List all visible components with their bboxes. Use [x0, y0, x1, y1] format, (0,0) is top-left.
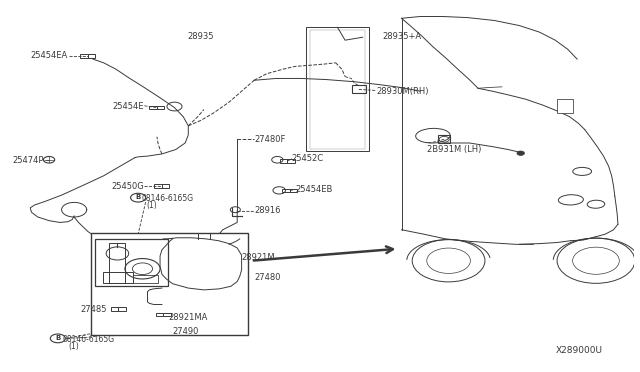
Circle shape — [131, 193, 146, 202]
Circle shape — [51, 334, 65, 343]
Bar — [103, 272, 133, 283]
Bar — [95, 239, 168, 286]
Bar — [133, 275, 158, 283]
Text: 28930M(RH): 28930M(RH) — [376, 87, 429, 96]
Text: 27485: 27485 — [80, 305, 107, 314]
Bar — [154, 184, 162, 188]
Text: 25454E: 25454E — [113, 102, 145, 111]
Text: 27480: 27480 — [254, 273, 281, 282]
Text: 2B931M (LH): 2B931M (LH) — [427, 145, 481, 154]
Text: 27480F: 27480F — [254, 135, 285, 144]
Text: 25454EB: 25454EB — [295, 185, 332, 194]
Text: B: B — [136, 194, 141, 200]
Bar — [149, 106, 157, 109]
Text: 28935+A: 28935+A — [383, 32, 422, 41]
Bar — [109, 243, 125, 283]
Text: 25450G: 25450G — [111, 182, 145, 190]
Text: (1): (1) — [147, 201, 157, 210]
Text: 28935: 28935 — [188, 32, 214, 41]
Bar — [156, 312, 163, 316]
Bar — [280, 159, 287, 163]
Bar — [81, 54, 88, 58]
Bar — [118, 307, 125, 311]
Text: 25452C: 25452C — [292, 154, 324, 163]
Bar — [157, 106, 164, 109]
Bar — [88, 54, 95, 58]
Bar — [310, 30, 365, 149]
Bar — [111, 307, 118, 311]
Text: (1): (1) — [68, 342, 79, 351]
Bar — [163, 312, 171, 316]
Bar — [162, 184, 170, 188]
Bar — [91, 233, 248, 336]
Text: 08146-6165G: 08146-6165G — [141, 194, 193, 203]
Circle shape — [517, 151, 524, 155]
Bar — [438, 135, 451, 143]
Bar — [557, 99, 573, 113]
Bar — [352, 86, 366, 93]
Text: 27490: 27490 — [173, 327, 199, 336]
Bar — [306, 28, 369, 151]
Text: 28921M: 28921M — [242, 253, 275, 262]
Text: 25454EA: 25454EA — [31, 51, 68, 60]
Text: 25474P: 25474P — [13, 156, 44, 165]
Text: 08146-6165G: 08146-6165G — [63, 335, 115, 344]
Bar — [290, 189, 298, 192]
Text: 28921MA: 28921MA — [168, 314, 207, 323]
Text: 28916: 28916 — [254, 206, 281, 215]
Text: B: B — [55, 335, 60, 341]
Bar — [282, 189, 290, 192]
Bar — [287, 159, 295, 163]
Text: X289000U: X289000U — [556, 346, 602, 355]
